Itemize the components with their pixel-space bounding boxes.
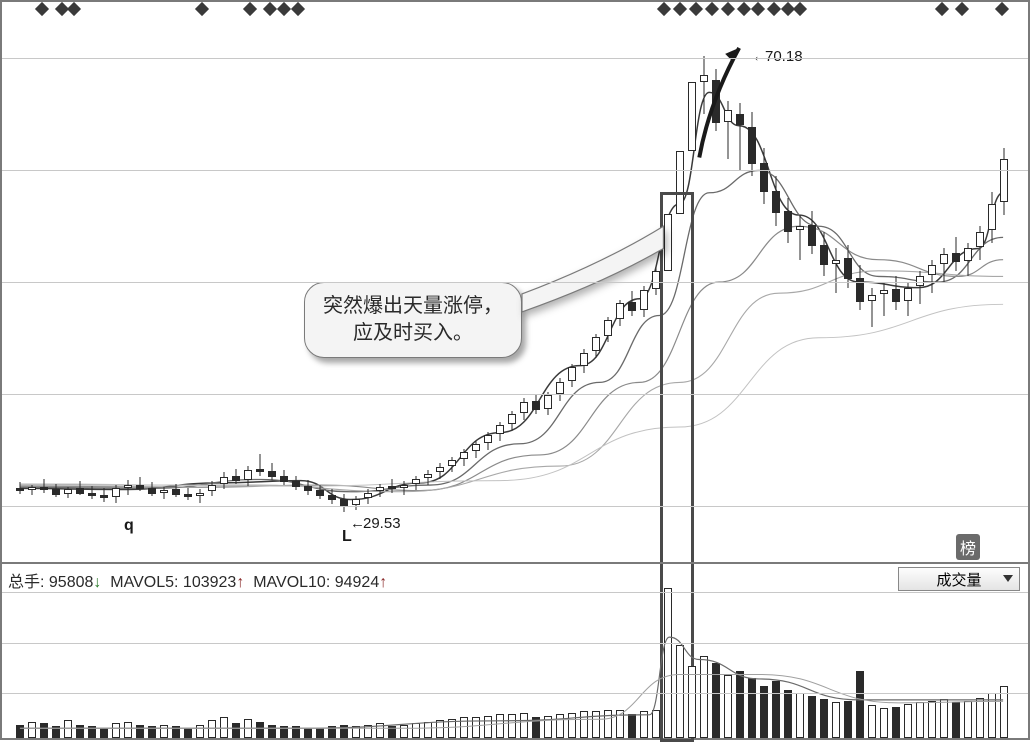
low-price-value: 29.53 — [363, 515, 401, 532]
total-arrow-icon: ↓ — [93, 574, 101, 591]
low-price-label: ←29.53 — [350, 515, 401, 532]
volume-header: 总手: 95808↓ MAVOL5: 103923↑ MAVOL10: 9492… — [8, 568, 387, 592]
price-gridline — [2, 282, 1028, 283]
mavol10-value: 94924 — [335, 574, 380, 591]
price-gridline — [2, 170, 1028, 171]
price-gridline — [2, 506, 1028, 507]
callout-line1: 突然爆出天量涨停， — [323, 293, 503, 320]
marker-q: q — [124, 517, 134, 535]
price-gridline — [2, 394, 1028, 395]
mavol5-label: MAVOL5: — [110, 574, 178, 591]
dropdown-arrow-icon — [1003, 575, 1013, 582]
annotation-callout: 突然爆出天量涨停， 应及时买入。 — [304, 282, 522, 358]
high-price-label: ←70.18 — [752, 48, 803, 65]
total-hands-label: 总手: — [8, 574, 44, 591]
mavol5-value: 103923 — [183, 574, 236, 591]
volume-dropdown-label: 成交量 — [936, 569, 981, 590]
mavol10-arrow-icon: ↑ — [379, 574, 387, 591]
total-hands-value: 95808 — [49, 574, 94, 591]
price-pane: ←70.18 ←29.53 q L 榜 突然爆出天量涨停， 应及时买入。 — [2, 2, 1028, 562]
volume-type-dropdown[interactable]: 成交量 — [898, 567, 1020, 591]
high-price-value: 70.18 — [765, 48, 803, 65]
volume-gridline — [2, 592, 1028, 593]
volume-ma-line — [20, 637, 1003, 728]
mavol5-arrow-icon: ↑ — [236, 574, 244, 591]
rank-badge: 榜 — [956, 534, 980, 560]
volume-ma-svg — [2, 592, 1028, 742]
mavol10-label: MAVOL10: — [253, 574, 330, 591]
price-gridline — [2, 58, 1028, 59]
volume-pane: 总手: 95808↓ MAVOL5: 103923↑ MAVOL10: 9492… — [2, 562, 1028, 738]
volume-gridline — [2, 643, 1028, 644]
marker-l: L — [342, 528, 352, 546]
stock-chart-container: ←70.18 ←29.53 q L 榜 突然爆出天量涨停， 应及时买入。 总手:… — [0, 0, 1030, 740]
callout-line2: 应及时买入。 — [323, 320, 503, 347]
volume-gridline — [2, 693, 1028, 694]
